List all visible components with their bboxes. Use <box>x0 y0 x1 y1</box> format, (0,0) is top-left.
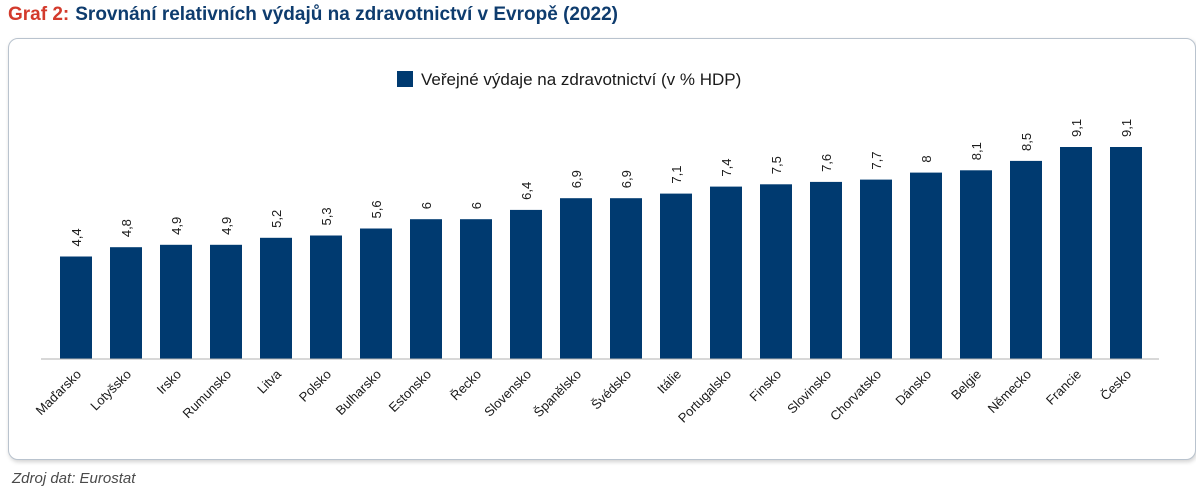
value-label-8: 6 <box>469 202 484 209</box>
category-label-16: Chorvatsko <box>827 367 884 424</box>
bar-17 <box>910 172 942 359</box>
value-label-0: 4,4 <box>69 228 84 246</box>
category-label-15: Slovinsko <box>784 367 834 417</box>
value-label-5: 5,3 <box>319 207 334 225</box>
bar-9 <box>510 209 542 359</box>
bar-12 <box>660 193 692 359</box>
value-label-20: 9,1 <box>1069 119 1084 137</box>
chart-title-text: Srovnání relativních výdajů na zdravotni… <box>75 4 618 25</box>
category-label-5: Polsko <box>296 367 334 405</box>
category-label-4: Litva <box>254 366 285 397</box>
value-label-21: 9,1 <box>1119 119 1134 137</box>
bar-0 <box>60 256 92 359</box>
value-label-14: 7,5 <box>769 156 784 174</box>
category-label-14: Finsko <box>746 367 784 405</box>
value-label-18: 8,1 <box>969 142 984 160</box>
category-label-1: Lotyšsko <box>87 367 134 414</box>
value-label-1: 4,8 <box>119 219 134 237</box>
value-label-9: 6,4 <box>519 182 534 200</box>
category-label-0: Maďarsko <box>33 367 85 419</box>
value-label-2: 4,9 <box>169 217 184 235</box>
value-label-15: 7,6 <box>819 154 834 172</box>
category-label-20: Francie <box>1043 367 1084 408</box>
category-label-9: Slovensko <box>481 367 534 420</box>
category-label-19: Německo <box>985 367 1034 416</box>
value-label-19: 8,5 <box>1019 133 1034 151</box>
chart-panel: Veřejné výdaje na zdravotnictví (v % HDP… <box>8 38 1196 460</box>
category-label-13: Portugalsko <box>675 367 734 426</box>
bar-19 <box>1010 160 1042 359</box>
category-label-2: Irsko <box>154 367 185 398</box>
bar-7 <box>410 219 442 359</box>
bar-10 <box>560 198 592 359</box>
legend: Veřejné výdaje na zdravotnictví (v % HDP… <box>397 70 741 89</box>
category-label-17: Dánsko <box>892 367 934 409</box>
chart-title: Graf 2: Srovnání relativních výdajů na zd… <box>8 4 618 26</box>
value-label-17: 8 <box>919 155 934 162</box>
category-label-8: Řecko <box>447 367 484 404</box>
value-label-10: 6,9 <box>569 170 584 188</box>
bar-3 <box>210 244 242 359</box>
bar-18 <box>960 170 992 359</box>
bar-11 <box>610 198 642 359</box>
bar-16 <box>860 179 892 359</box>
value-label-11: 6,9 <box>619 170 634 188</box>
bar-15 <box>810 181 842 359</box>
category-label-12: Itálie <box>654 367 684 397</box>
category-label-6: Bulharsko <box>333 367 384 418</box>
value-labels: 4,4 4,8 4,9 4,9 5,2 5,3 5,6 6 6 6,4 6,9 6,9 7,1 7,4 7,… <box>69 119 1134 247</box>
category-label-3: Rumunsko <box>180 367 235 422</box>
value-label-4: 5,2 <box>269 210 284 228</box>
bar-20 <box>1060 147 1092 359</box>
chart-number: Graf 2: <box>8 4 70 25</box>
bar-5 <box>310 235 342 359</box>
value-label-6: 5,6 <box>369 200 384 218</box>
legend-label: Veřejné výdaje na zdravotnictví (v % HDP… <box>421 70 741 89</box>
bar-8 <box>460 219 492 359</box>
bar-14 <box>760 184 792 360</box>
value-label-7: 6 <box>419 202 434 209</box>
value-label-13: 7,4 <box>719 159 734 177</box>
value-label-16: 7,7 <box>869 152 884 170</box>
value-label-3: 4,9 <box>219 217 234 235</box>
category-label-18: Belgie <box>948 367 984 403</box>
category-label-21: Česko <box>1097 367 1134 404</box>
bar-2 <box>160 244 192 359</box>
category-label-7: Estonsko <box>386 367 434 415</box>
bar-4 <box>260 237 292 359</box>
source-note: Zdroj dat: Eurostat <box>12 470 136 487</box>
value-label-12: 7,1 <box>669 165 684 183</box>
category-label-11: Švédsko <box>588 367 634 413</box>
bars <box>60 147 1142 360</box>
category-label-10: Španělsko <box>531 367 585 421</box>
legend-swatch <box>397 71 413 87</box>
bar-chart: Veřejné výdaje na zdravotnictví (v % HDP… <box>33 70 1159 426</box>
bar-13 <box>710 186 742 359</box>
bar-21 <box>1110 147 1142 359</box>
bar-1 <box>110 247 142 359</box>
bar-6 <box>360 228 392 359</box>
